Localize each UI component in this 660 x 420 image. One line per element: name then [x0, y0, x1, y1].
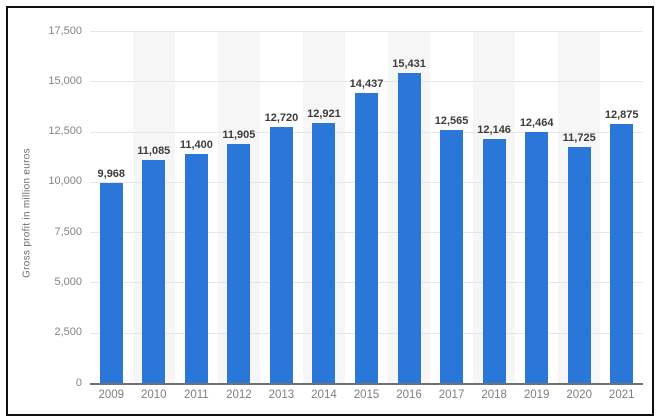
bar-2016[interactable]	[397, 72, 421, 383]
bar-value-label-2020: 11,725	[562, 132, 596, 145]
bar-2010[interactable]	[142, 160, 166, 383]
bar-value-label-2012: 11,905	[222, 128, 256, 141]
x-tick-label-2017: 2017	[438, 389, 465, 401]
bar-2021[interactable]	[610, 124, 634, 383]
x-tick-label-2021: 2021	[608, 389, 635, 401]
bar-value-label-2021: 12,875	[604, 109, 639, 122]
y-tick-label-0: 0	[75, 376, 82, 389]
bar-value-label-2019: 12,464	[519, 117, 554, 130]
x-tick-label-2016: 2016	[396, 389, 422, 401]
gridline-15000	[90, 81, 643, 83]
bar-value-label-2009: 9,968	[97, 167, 126, 180]
x-tick-label-2013: 2013	[268, 389, 295, 401]
bar-2018[interactable]	[482, 138, 506, 383]
x-tick-label-2012: 2012	[226, 389, 252, 401]
x-tick-label-2018: 2018	[481, 389, 507, 401]
x-tick-label-2014: 2014	[311, 389, 337, 401]
bar-2013[interactable]	[269, 127, 293, 383]
x-tick-label-2010: 2010	[141, 389, 167, 401]
bar-2015[interactable]	[355, 92, 378, 383]
plot-area: 9,968 11,085 11,400 11,905 12,720 12,921 14,43…	[90, 31, 643, 385]
bar-2014[interactable]	[312, 123, 336, 383]
gridline-17500	[90, 31, 643, 32]
y-tick-label-10000: 10,000	[48, 175, 82, 188]
bar-2020[interactable]	[567, 147, 591, 383]
x-tick-label-2019: 2019	[523, 389, 550, 401]
bar-value-label-2013: 12,720	[264, 112, 299, 125]
x-tick-label-2020: 2020	[566, 389, 592, 401]
bar-value-label-2010: 11,085	[137, 145, 171, 158]
bar-value-label-2018: 12,146	[477, 123, 511, 136]
y-tick-label-15000: 15,000	[48, 74, 82, 87]
x-tick-label-2011: 2011	[183, 389, 209, 401]
bar-value-label-2015: 14,437	[349, 77, 384, 90]
bar-2017[interactable]	[440, 130, 464, 383]
bar-value-label-2017: 12,565	[434, 115, 469, 128]
bar-value-label-2011: 11,400	[179, 138, 213, 151]
bar-2011[interactable]	[184, 153, 208, 383]
y-tick-label-17500: 17,500	[48, 24, 82, 37]
bar-2019[interactable]	[525, 132, 549, 383]
y-tick-label-2500: 2,500	[54, 326, 82, 339]
y-tick-label-5000: 5,000	[54, 275, 82, 288]
y-axis-title: Gross profit in million euros	[21, 148, 33, 278]
x-tick-label-2015: 2015	[353, 389, 380, 401]
bar-value-label-2014: 12,921	[307, 108, 341, 121]
y-tick-label-12500: 12,500	[48, 125, 82, 138]
x-tick-label-2009: 2009	[98, 389, 125, 401]
y-tick-label-7500: 7,500	[54, 225, 82, 238]
bar-2009[interactable]	[99, 182, 123, 383]
bar-2012[interactable]	[227, 143, 251, 383]
bar-value-label-2016: 15,431	[392, 57, 426, 70]
